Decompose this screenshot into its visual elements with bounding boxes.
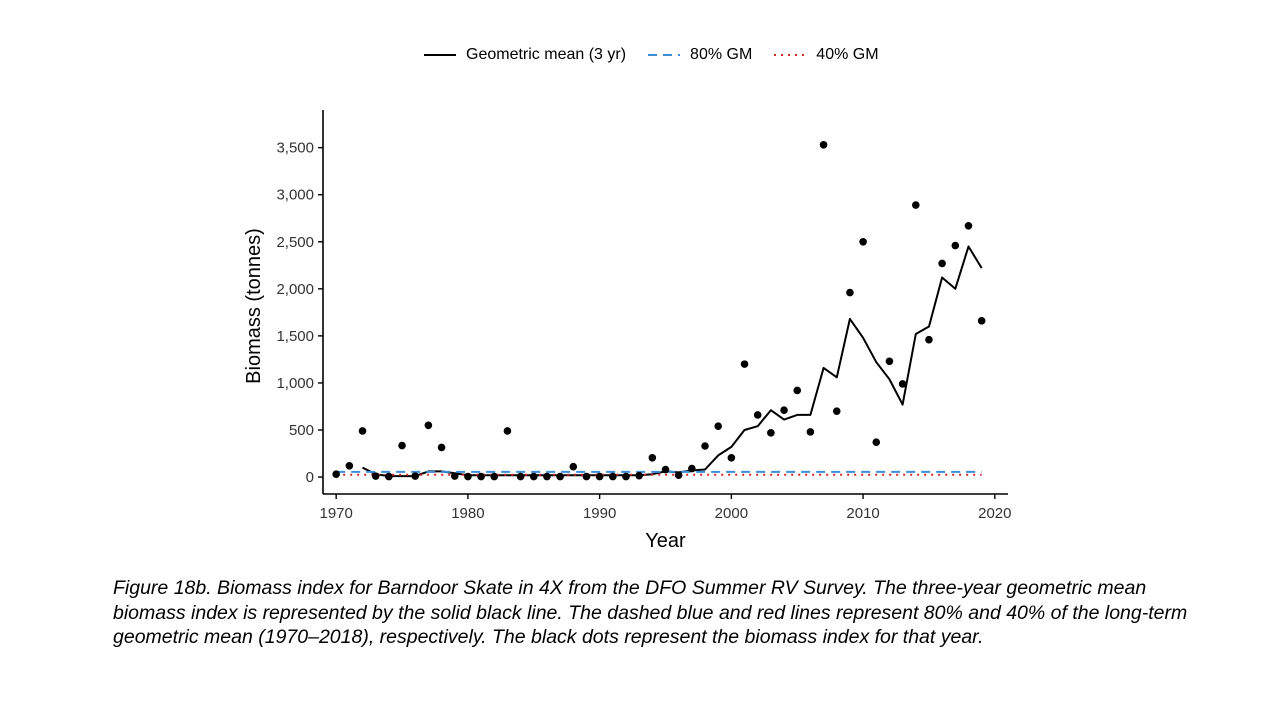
y-tick-label: 2,000: [276, 281, 314, 298]
x-tick-label: 1990: [583, 505, 616, 522]
biomass-point: [964, 221, 973, 230]
biomass-point: [898, 380, 907, 388]
biomass-point: [503, 427, 512, 435]
biomass-point: [674, 471, 683, 479]
biomass-point: [635, 471, 643, 480]
biomass-point: [609, 472, 617, 481]
biomass-point: [714, 422, 722, 431]
x-tick-label: 1970: [319, 505, 352, 522]
biomass-point: [345, 461, 354, 470]
biomass-point: [806, 428, 815, 436]
biomass-point: [332, 470, 340, 479]
y-tick-label: 500: [289, 422, 314, 439]
legend: Geometric mean (3 yr) 80% GM 40% GM: [424, 42, 901, 68]
biomass-point: [793, 386, 802, 395]
biomass-point: [569, 462, 578, 471]
biomass-point: [832, 407, 841, 415]
biomass-point: [595, 472, 604, 481]
y-tick-label: 3,000: [276, 187, 314, 204]
biomass-point: [516, 472, 525, 481]
biomass-point: [819, 141, 828, 149]
biomass-point: [464, 472, 472, 481]
biomass-point: [767, 429, 775, 437]
x-axis-title: Year: [645, 530, 686, 552]
biomass-point: [727, 453, 736, 462]
x-tick-label: 2000: [715, 505, 748, 522]
legend-label-gm80: 80% GM: [690, 46, 753, 63]
legend-item-gm: Geometric mean (3 yr): [424, 46, 626, 64]
biomass-point: [925, 335, 933, 344]
figure-caption: Figure 18b. Biomass index for Barndoor S…: [113, 577, 1188, 648]
y-tick-label: 3,500: [276, 140, 314, 157]
y-axis-title: Biomass (tonnes): [243, 228, 265, 384]
biomass-point: [740, 360, 749, 368]
biomass-point: [688, 464, 696, 473]
biomass-point: [424, 421, 433, 430]
biomass-point: [859, 237, 867, 246]
biomass-chart: 0 500 1,000 1,500 2,000 2,500 3,000 3,500 1970 19…: [243, 110, 1012, 552]
biomass-point: [661, 465, 670, 474]
biomass-point: [582, 472, 591, 481]
x-tick-label: 2010: [846, 505, 879, 522]
biomass-point: [490, 472, 499, 481]
legend-label-gm: Geometric mean (3 yr): [466, 46, 627, 63]
biomass-point: [911, 201, 920, 209]
biomass-point: [450, 472, 459, 480]
y-tick-label: 1,500: [276, 328, 314, 345]
legend-swatch-gm40: [774, 54, 807, 56]
legend-label-gm40: 40% GM: [816, 46, 879, 63]
biomass-point: [622, 472, 630, 481]
biomass-point: [938, 259, 946, 268]
legend-item-gm40: 40% GM: [774, 46, 879, 64]
biomass-point: [556, 472, 564, 481]
biomass-point: [885, 357, 894, 366]
biomass-point: [648, 453, 657, 462]
biomass-point: [385, 472, 393, 481]
legend-swatch-gm80: [648, 54, 681, 56]
biomass-point: [529, 472, 538, 481]
y-tick-label: 2,500: [276, 234, 314, 251]
x-tick-label: 2020: [978, 505, 1011, 522]
biomass-point: [358, 427, 367, 435]
biomass-point: [477, 472, 485, 481]
biomass-point: [977, 317, 986, 325]
x-tick-label: 1980: [451, 505, 484, 522]
legend-swatch-gm: [424, 54, 456, 56]
biomass-point: [398, 441, 406, 450]
biomass-point: [701, 442, 709, 450]
biomass-point: [753, 411, 762, 419]
biomass-point: [780, 406, 788, 415]
legend-item-gm80: 80% GM: [648, 46, 752, 64]
biomass-point: [846, 288, 854, 297]
biomass-point: [951, 241, 960, 250]
y-tick-label: 0: [306, 469, 314, 486]
chart-area: 0 500 1,000 1,500 2,000 2,500 3,000 3,500 1970 19…: [243, 42, 1012, 552]
biomass-point: [371, 472, 380, 480]
biomass-point: [872, 438, 881, 447]
y-tick-label: 1,000: [276, 375, 314, 392]
biomass-point: [543, 472, 551, 481]
biomass-point: [411, 472, 420, 480]
biomass-point: [437, 443, 446, 452]
